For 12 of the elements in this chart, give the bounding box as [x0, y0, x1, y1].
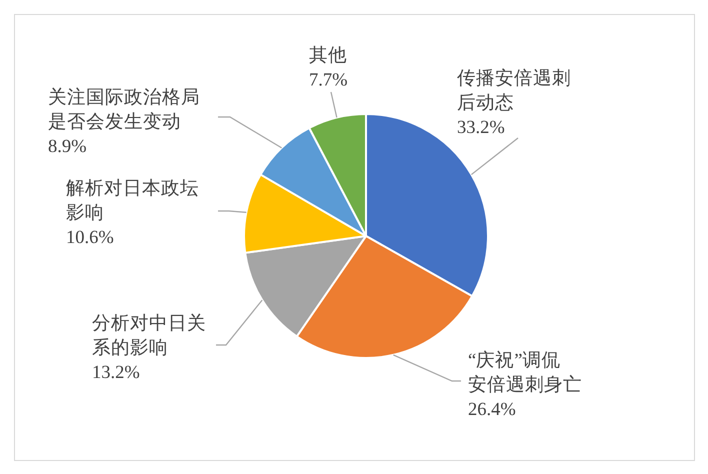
data-label: 26.4%	[468, 400, 516, 420]
data-label: 33.2%	[457, 118, 505, 138]
slice-label: 分析对中日关系的影响	[92, 313, 206, 358]
slice-label: 其他	[309, 45, 347, 66]
slice-label: “庆祝”调侃安倍遇刺身亡	[468, 349, 582, 396]
data-label: 10.6%	[66, 228, 114, 248]
data-label: 8.9%	[48, 137, 87, 157]
data-label: 13.2%	[92, 363, 140, 383]
slice-label: 解析对日本政坛影响	[66, 178, 199, 224]
slice-label: 关注国际政治格局是否会发生变动	[48, 86, 200, 132]
data-label: 7.7%	[309, 70, 348, 90]
slice-label: 传播安倍遇刺后动态	[457, 67, 571, 114]
